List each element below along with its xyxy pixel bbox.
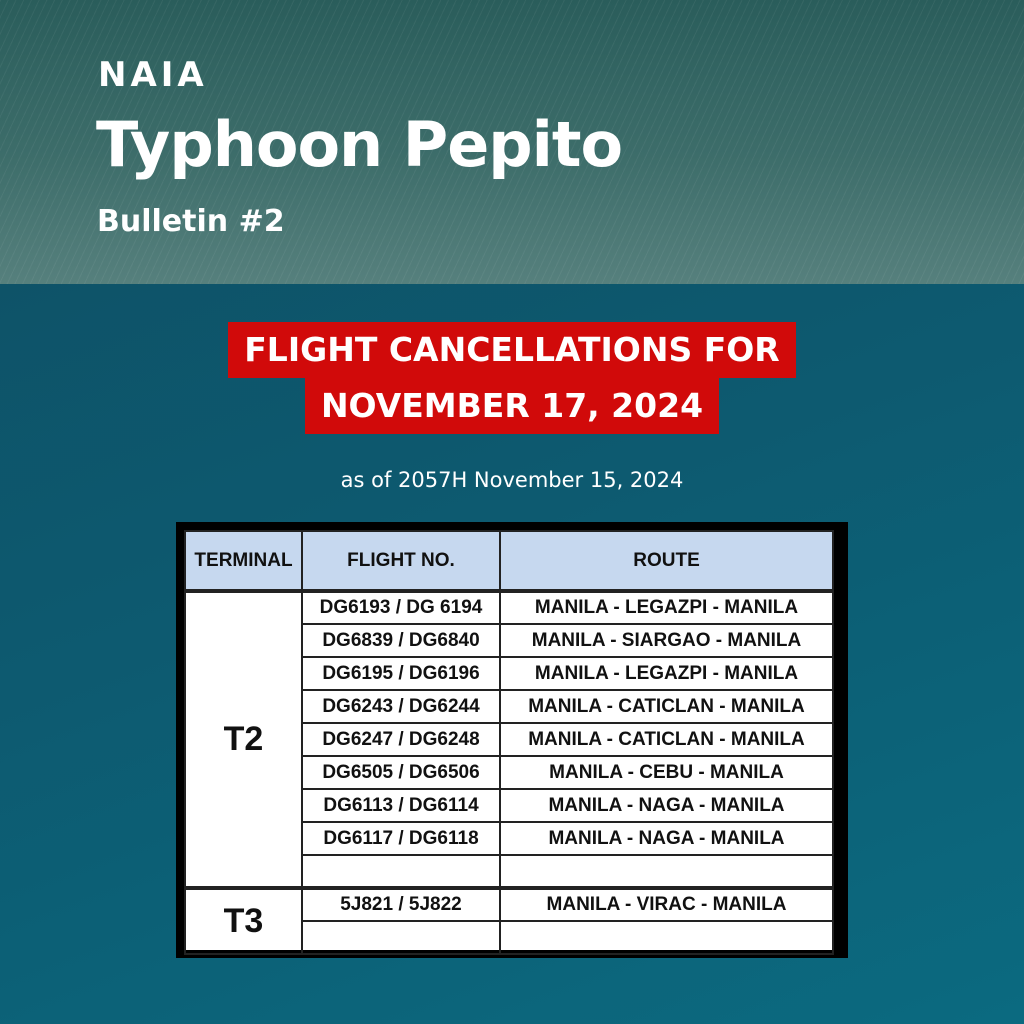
route-cell <box>499 854 834 889</box>
terminal-cell: T3 <box>184 886 303 955</box>
route-cell: MANILA - CATICLAN - MANILA <box>499 722 834 757</box>
banner-text: NOVEMBER 17, 2024 <box>304 378 720 434</box>
flight-cell: DG6113 / DG6114 <box>301 788 501 823</box>
column-header: ROUTE <box>499 530 834 593</box>
table-row: DG6505 / DG6506 MANILA - CEBU - MANILA <box>185 755 834 790</box>
cancellations-table: TERMINAL FLIGHT NO. ROUTE T2 DG6193 / DG 61… <box>176 522 848 958</box>
route-cell: MANILA - CATICLAN - MANILA <box>499 689 834 724</box>
table-row: DG6839 / DG6840 MANILA - SIARGAO - MANILA <box>185 623 834 658</box>
column-header: FLIGHT NO. <box>301 530 501 593</box>
route-cell <box>499 920 834 955</box>
route-cell: MANILA - LEGAZPI - MANILA <box>499 656 834 691</box>
table-row: T2 DG6193 / DG 6194 MANILA - LEGAZPI - MAN… <box>184 590 834 889</box>
flight-cell: DG6505 / DG6506 <box>301 755 501 790</box>
as-of-timestamp: as of 2057H November 15, 2024 <box>340 468 684 492</box>
bulletin-subtitle: Bulletin #2 <box>97 204 285 239</box>
table-row: DG6117 / DG6118 MANILA - NAGA - MANILA <box>185 821 834 856</box>
table-row: DG6247 / DG6248 MANILA - CATICLAN - MANIL… <box>185 722 834 757</box>
banner-text: FLIGHT CANCELLATIONS FOR <box>228 322 796 378</box>
flight-cell: DG6195 / DG6196 <box>301 656 501 691</box>
banner-line-1: FLIGHT CANCELLATIONS FOR <box>0 322 1024 378</box>
route-cell: MANILA - NAGA - MANILA <box>499 788 834 823</box>
flight-cell: DG6839 / DG6840 <box>301 623 501 658</box>
table-row <box>185 854 834 889</box>
route-cell: MANILA - SIARGAO - MANILA <box>499 623 834 658</box>
page-title: Typhoon Pepito <box>96 108 623 181</box>
table-row: DG6195 / DG6196 MANILA - LEGAZPI - MANILA <box>185 656 834 691</box>
hero-background: NAIA Typhoon Pepito Bulletin #2 <box>0 0 1024 284</box>
route-cell: MANILA - NAGA - MANILA <box>499 821 834 856</box>
flight-cell: DG6117 / DG6118 <box>301 821 501 856</box>
table-row: DG6113 / DG6114 MANILA - NAGA - MANILA <box>185 788 834 823</box>
table-row: T3 5J821 / 5J822 MANILA - VIRAC - MANILA <box>184 886 834 955</box>
flight-cell: DG6243 / DG6244 <box>301 689 501 724</box>
column-header: TERMINAL <box>184 530 303 593</box>
flight-cell <box>301 854 501 889</box>
naia-logo: NAIA <box>98 55 208 95</box>
flight-cell: 5J821 / 5J822 <box>301 886 501 922</box>
route-cell: MANILA - VIRAC - MANILA <box>499 886 834 922</box>
flight-cell <box>301 920 501 955</box>
flight-cell: DG6247 / DG6248 <box>301 722 501 757</box>
route-cell: MANILA - LEGAZPI - MANILA <box>499 590 834 625</box>
route-cell: MANILA - CEBU - MANILA <box>499 755 834 790</box>
banner-line-2: NOVEMBER 17, 2024 <box>0 378 1024 434</box>
table-row: DG6243 / DG6244 MANILA - CATICLAN - MANIL… <box>185 689 834 724</box>
flight-cell: DG6193 / DG 6194 <box>301 590 501 625</box>
terminal-cell: T2 <box>184 590 303 889</box>
table-row <box>185 920 834 955</box>
